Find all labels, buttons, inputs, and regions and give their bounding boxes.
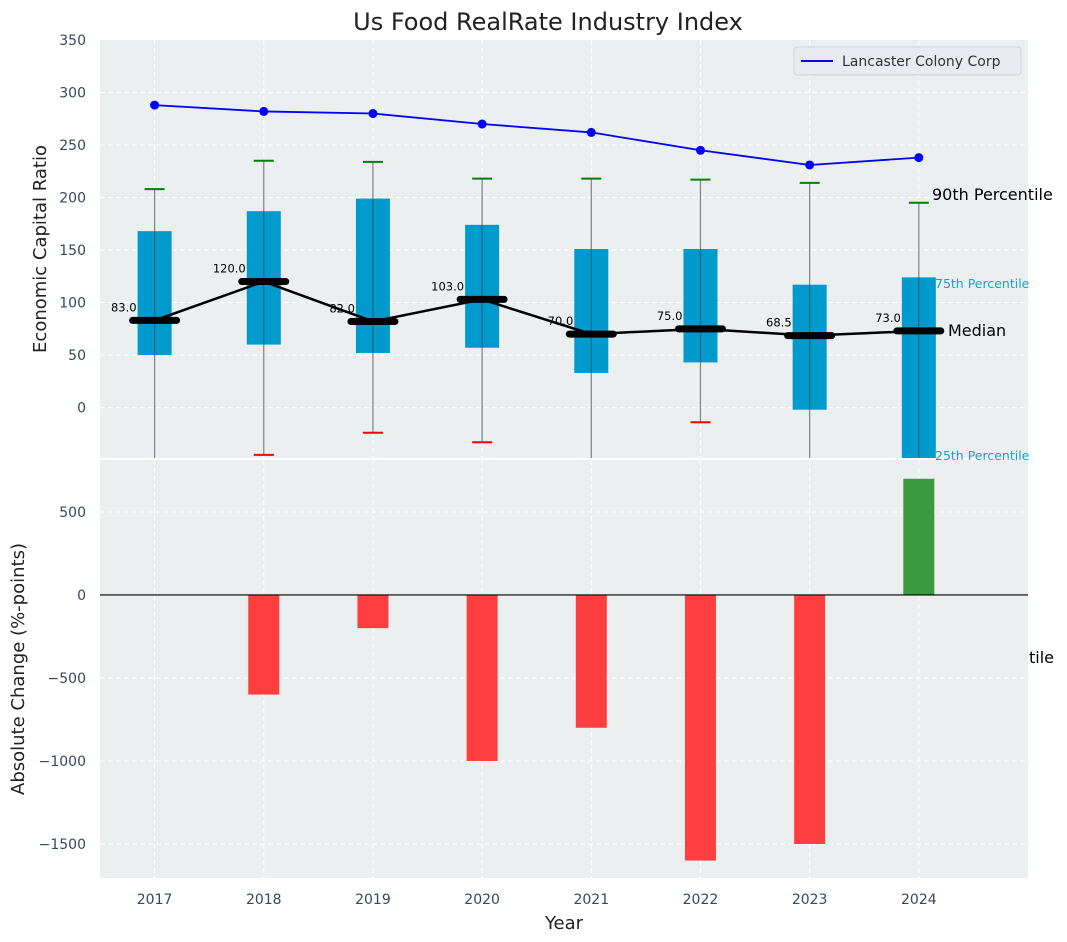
company-point — [695, 145, 705, 155]
company-point — [259, 106, 269, 116]
box-series — [137, 159, 936, 458]
median-value-label: 120.0 — [213, 262, 246, 276]
top-y-axis-label: Economic Capital Ratio — [30, 145, 51, 353]
change-bar-2024 — [903, 478, 935, 595]
change-bar-2023 — [794, 594, 826, 844]
change-bar-2021 — [575, 594, 607, 728]
company-point — [914, 153, 924, 163]
top-panel: 0 50 100 150 200 250 300 350 83.0 120.0 82.0 103.0… — [30, 33, 1053, 458]
bottom-plot-background — [100, 460, 1028, 878]
annotation-clipped-percentile: tile — [1029, 648, 1054, 667]
median-value-label: 103.0 — [431, 279, 464, 293]
bottom-y-axis-label: Absolute Change (%-points) — [8, 543, 29, 795]
annotation-75th-percentile: 75th Percentile — [935, 276, 1030, 291]
y-tick-label: −500 — [48, 671, 86, 687]
y-tick-label: 100 — [59, 296, 86, 312]
box-2022 — [683, 178, 718, 424]
y-tick-label: 0 — [77, 401, 86, 417]
x-ticks: 2017 2018 2019 2020 2021 2022 2023 2024 — [137, 892, 937, 908]
company-point — [805, 160, 815, 170]
x-tick-label: 2022 — [683, 892, 719, 908]
median-line-series: 83.0 120.0 82.0 103.0 70.0 75.0 68.5 73.0 — [111, 262, 945, 340]
legend[interactable]: Lancaster Colony Corp — [793, 46, 1022, 76]
median-value-label: 82.0 — [329, 301, 355, 315]
box-2020 — [465, 177, 500, 444]
company-point — [477, 119, 487, 129]
box-2023 — [792, 181, 827, 458]
legend-box — [793, 46, 1022, 76]
y-tick-label: −1000 — [39, 754, 86, 770]
bottom-y-ticks: −1500 −1000 −500 0 500 — [39, 505, 86, 853]
median-value-label: 70.0 — [548, 314, 574, 328]
x-tick-label: 2024 — [901, 892, 937, 908]
median-value-label: 75.0 — [657, 309, 683, 323]
annotation-90th-percentile: 90th Percentile — [932, 185, 1053, 204]
x-tick-label: 2017 — [137, 892, 173, 908]
company-point — [368, 109, 378, 119]
y-tick-label: 200 — [59, 191, 86, 207]
x-tick-label: 2021 — [573, 892, 609, 908]
chart-title: Us Food RealRate Industry Index — [353, 8, 743, 36]
x-tick-label: 2019 — [355, 892, 391, 908]
median-value-label: 73.0 — [875, 311, 901, 325]
company-point — [586, 127, 596, 137]
company-line — [154, 104, 919, 166]
x-tick-label: 2018 — [246, 892, 282, 908]
change-bar-2022 — [684, 594, 716, 861]
box-2017 — [137, 188, 172, 458]
annotation-median: Median — [948, 321, 1006, 340]
top-plot-background — [100, 40, 1028, 458]
y-tick-label: 500 — [59, 505, 86, 521]
y-tick-label: 50 — [68, 348, 86, 364]
x-tick-label: 2023 — [792, 892, 828, 908]
change-bar-2019 — [357, 594, 389, 629]
median-value-label: 68.5 — [766, 316, 792, 330]
legend-label: Lancaster Colony Corp — [842, 54, 1001, 70]
x-tick-label: 2020 — [464, 892, 500, 908]
box-2021 — [574, 177, 609, 458]
change-bars — [248, 478, 935, 861]
y-tick-label: 350 — [59, 33, 86, 49]
y-tick-label: 0 — [77, 588, 86, 604]
company-point — [150, 100, 160, 110]
change-bar-2018 — [248, 594, 280, 695]
y-tick-label: 150 — [59, 243, 86, 259]
y-tick-label: 300 — [59, 86, 86, 102]
annotation-25th-percentile: 25th Percentile — [935, 448, 1030, 463]
box-2019 — [355, 160, 390, 434]
y-tick-label: −1500 — [39, 837, 86, 853]
change-bar-2020 — [466, 594, 498, 761]
box-2024 — [901, 201, 936, 458]
x-axis-label: Year — [544, 913, 584, 934]
top-y-ticks: 0 50 100 150 200 250 300 350 — [59, 33, 86, 417]
company-line-series — [150, 100, 924, 170]
median-value-label: 83.0 — [111, 300, 137, 314]
box-2018 — [246, 159, 281, 456]
y-tick-label: 250 — [59, 138, 86, 154]
